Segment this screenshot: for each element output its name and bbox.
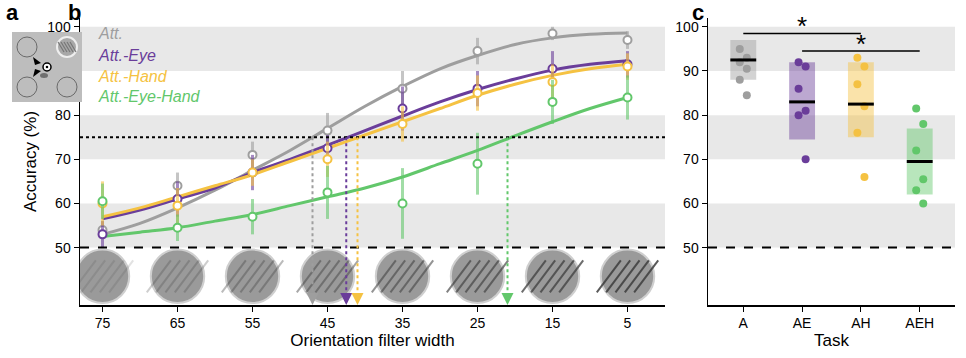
svg-text:100: 100 — [47, 19, 71, 35]
svg-text:a: a — [6, 0, 19, 25]
svg-text:60: 60 — [55, 195, 71, 211]
svg-text:90: 90 — [683, 63, 699, 79]
svg-text:Att.-Hand: Att.-Hand — [98, 68, 168, 85]
svg-text:b: b — [68, 0, 81, 25]
svg-text:50: 50 — [55, 240, 71, 256]
svg-text:50: 50 — [683, 240, 699, 256]
svg-text:c: c — [692, 0, 704, 25]
svg-text:45: 45 — [320, 315, 336, 331]
svg-text:*: * — [856, 29, 866, 59]
svg-text:Task: Task — [814, 331, 849, 350]
svg-text:5: 5 — [624, 315, 632, 331]
svg-text:70: 70 — [683, 151, 699, 167]
svg-text:35: 35 — [395, 315, 411, 331]
svg-text:100: 100 — [675, 19, 699, 35]
svg-text:55: 55 — [245, 315, 261, 331]
svg-text:AE: AE — [793, 315, 812, 331]
svg-text:80: 80 — [55, 107, 71, 123]
svg-text:70: 70 — [55, 151, 71, 167]
svg-text:65: 65 — [170, 315, 186, 331]
svg-text:Att.-Eye-Hand: Att.-Eye-Hand — [98, 88, 201, 105]
svg-text:*: * — [797, 11, 807, 41]
svg-text:AEH: AEH — [905, 315, 934, 331]
svg-text:75: 75 — [95, 315, 111, 331]
svg-text:Orientation filter width: Orientation filter width — [290, 331, 454, 350]
svg-text:80: 80 — [683, 107, 699, 123]
svg-text:Att.-Eye: Att.-Eye — [98, 47, 156, 64]
svg-text:15: 15 — [545, 315, 561, 331]
svg-text:25: 25 — [470, 315, 486, 331]
svg-text:90: 90 — [55, 63, 71, 79]
svg-text:60: 60 — [683, 195, 699, 211]
svg-text:Att.: Att. — [98, 25, 123, 42]
svg-text:Accuracy (%): Accuracy (%) — [21, 111, 40, 212]
svg-text:AH: AH — [851, 315, 870, 331]
svg-text:A: A — [739, 315, 749, 331]
